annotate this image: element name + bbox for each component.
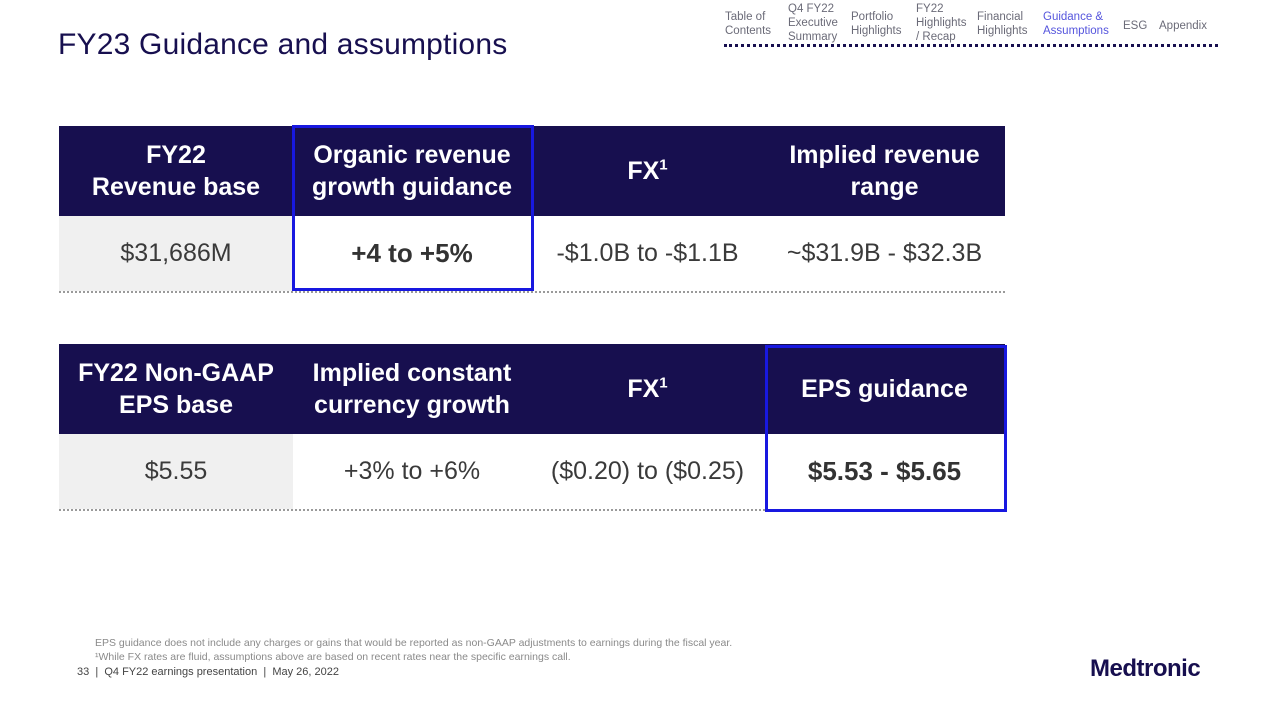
header-fy22-eps-base: FY22 Non-GAAP EPS base bbox=[78, 359, 274, 419]
nav-guidance-assumptions[interactable]: Guidance & Assumptions bbox=[1043, 11, 1109, 37]
footer-separator: | bbox=[263, 666, 267, 678]
nav-appendix[interactable]: Appendix bbox=[1159, 20, 1207, 32]
fx-revenue-value: -$1.0B to -$1.1B bbox=[556, 239, 739, 267]
organic-growth-value: +4 to +5% bbox=[351, 238, 473, 268]
nav-table-of-contents[interactable]: Table of Contents bbox=[725, 11, 772, 37]
footnote-fx: ¹While FX rates are fluid, assumptions a… bbox=[95, 651, 571, 663]
header-fx: FX1 bbox=[627, 156, 668, 185]
page-title: FY23 Guidance and assumptions bbox=[58, 28, 508, 61]
header-fy22-revenue-base: FY22 Revenue base bbox=[91, 141, 261, 201]
implied-revenue-value: ~$31.9B - $32.3B bbox=[786, 239, 983, 267]
footer-separator: | bbox=[95, 666, 99, 678]
slide-footer: 33 | Q4 FY22 earnings presentation | May… bbox=[77, 666, 339, 678]
header-eps-guidance: EPS guidance bbox=[801, 375, 968, 403]
header-fx: FX1 bbox=[627, 374, 668, 403]
table-header: FY22 Non-GAAP EPS base Implied constant cu… bbox=[59, 344, 1005, 434]
eps-guidance-value: $5.53 - $5.65 bbox=[807, 456, 962, 486]
footnote-eps: EPS guidance does not include any charge… bbox=[95, 637, 733, 649]
highlight-box-eps-guidance bbox=[765, 345, 1007, 512]
revenue-base-value: $31,686M bbox=[59, 216, 293, 291]
table-divider bbox=[59, 291, 1005, 293]
section-nav: Table of Contents Q4 FY22 Executive Summ… bbox=[720, 2, 1220, 46]
header-implied-revenue-range: Implied revenue range bbox=[789, 141, 980, 201]
nav-portfolio-highlights[interactable]: Portfolio Highlights bbox=[851, 11, 902, 37]
presentation-name: Q4 FY22 earnings presentation bbox=[104, 666, 258, 678]
eps-base-value: $5.55 bbox=[59, 434, 293, 509]
nav-financial-highlights[interactable]: Financial Highlights bbox=[977, 11, 1028, 37]
fx-eps-value: ($0.20) to ($0.25) bbox=[550, 457, 745, 485]
nav-esg[interactable]: ESG bbox=[1123, 20, 1148, 32]
header-organic-revenue-growth: Organic revenue growth guidance bbox=[312, 141, 512, 201]
medtronic-logo: Medtronic bbox=[1090, 655, 1201, 682]
presentation-date: May 26, 2022 bbox=[272, 666, 339, 678]
table-divider bbox=[59, 509, 1005, 511]
highlight-box-organic-growth bbox=[292, 125, 534, 291]
constant-currency-value: +3% to +6% bbox=[343, 457, 481, 485]
nav-fy22-highlights[interactable]: FY22 Highlights / Recap bbox=[916, 3, 967, 43]
table-row: $31,686M +4 to +5% -$1.0B to -$1.1B ~$31… bbox=[59, 216, 1005, 291]
page-number: 33 bbox=[77, 666, 90, 678]
nav-divider bbox=[724, 44, 1218, 47]
header-constant-currency-growth: Implied constant currency growth bbox=[312, 359, 512, 419]
table-row: $5.55 +3% to +6% ($0.20) to ($0.25) $5.5… bbox=[59, 434, 1005, 509]
nav-executive-summary[interactable]: Q4 FY22 Executive Summary bbox=[788, 3, 838, 43]
